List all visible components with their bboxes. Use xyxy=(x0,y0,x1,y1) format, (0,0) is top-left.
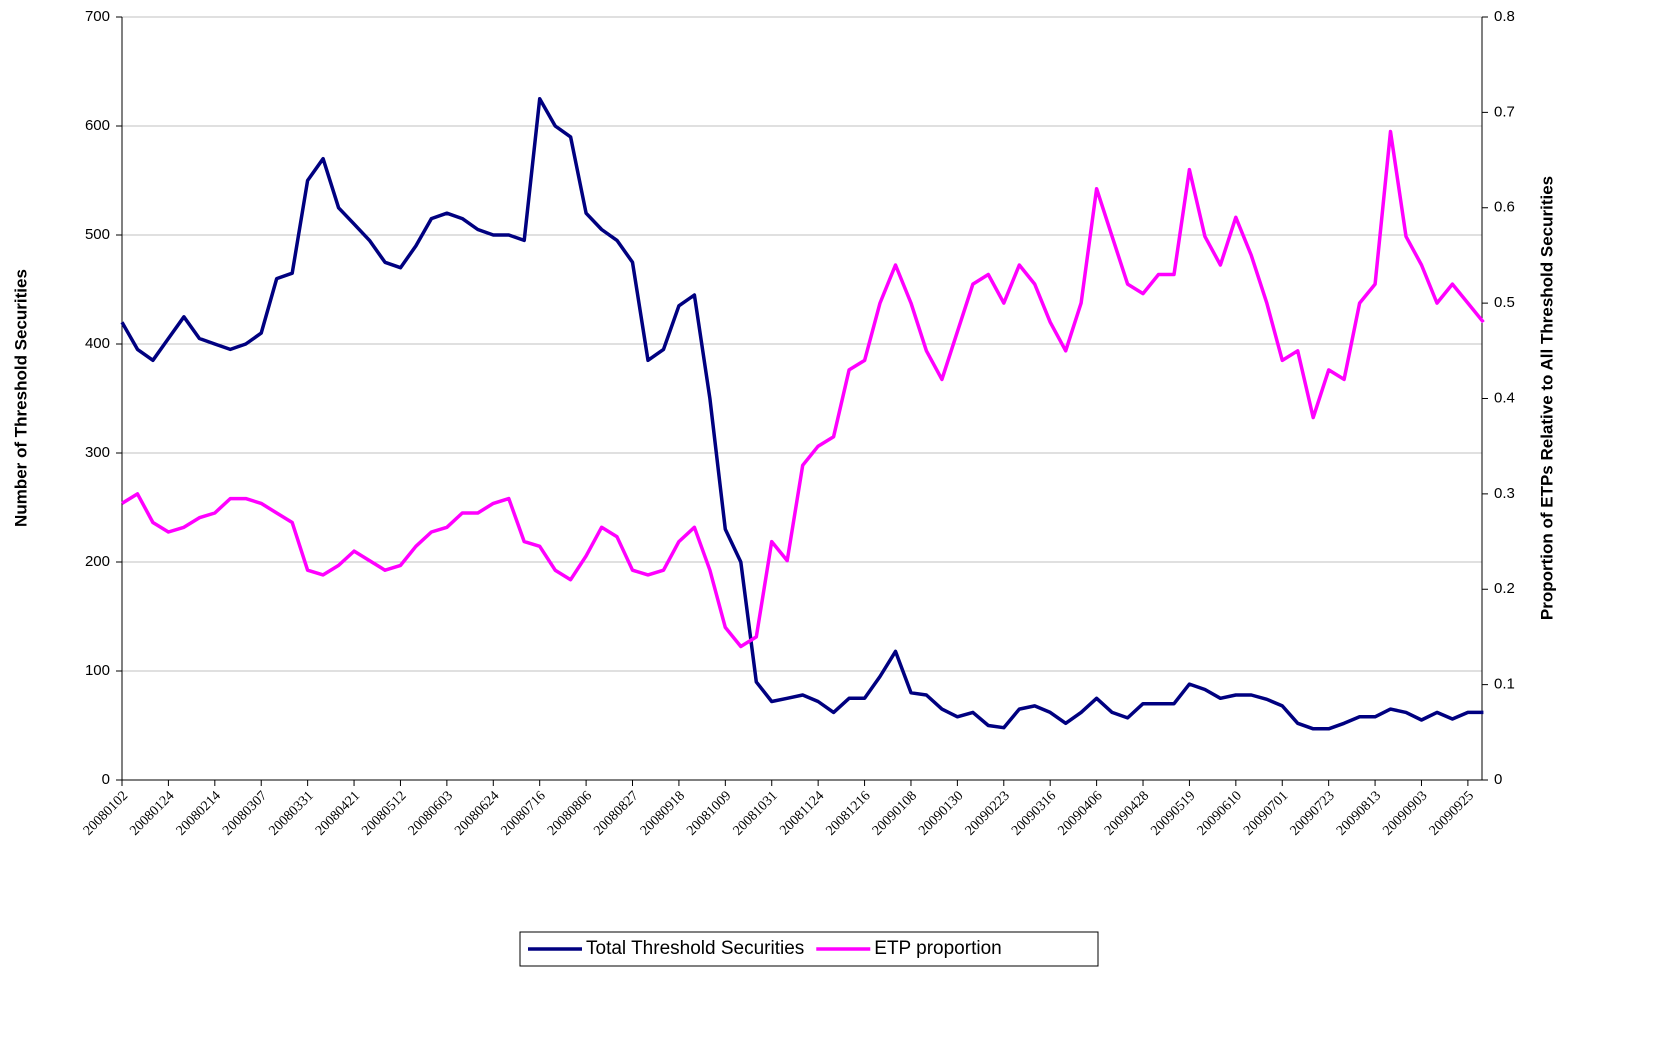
x-tick-label: 20081124 xyxy=(777,788,827,838)
legend-label: ETP proportion xyxy=(874,938,1001,959)
x-tick-label: 20090130 xyxy=(916,788,966,838)
y2-tick-label: 0.3 xyxy=(1494,485,1515,502)
y-tick-label: 0 xyxy=(102,771,110,788)
series-line xyxy=(121,129,1485,649)
x-tick-label: 20081009 xyxy=(684,788,734,838)
y2-tick-label: 0.6 xyxy=(1494,199,1515,216)
x-tick-label: 20090723 xyxy=(1288,788,1338,838)
x-tick-label: 20090610 xyxy=(1195,788,1245,838)
x-tick-label: 20080512 xyxy=(359,788,409,838)
x-tick-label: 20090701 xyxy=(1241,788,1291,838)
y-tick-label: 400 xyxy=(85,335,110,352)
y2-tick-label: 0.7 xyxy=(1494,103,1515,120)
y2-tick-label: 0.2 xyxy=(1494,580,1515,597)
x-tick-label: 20080214 xyxy=(174,788,224,838)
x-tick-label: 20080918 xyxy=(638,788,688,838)
x-tick-label: 20080827 xyxy=(591,788,641,838)
y2-tick-label: 0.5 xyxy=(1494,294,1515,311)
y-tick-label: 200 xyxy=(85,553,110,570)
y2-tick-label: 0 xyxy=(1494,771,1502,788)
x-tick-label: 20080124 xyxy=(127,788,177,838)
x-tick-label: 20090519 xyxy=(1148,788,1198,838)
y2-tick-label: 0.1 xyxy=(1494,676,1515,693)
x-tick-label: 20081031 xyxy=(731,788,781,838)
x-tick-label: 20090903 xyxy=(1380,788,1430,838)
y-tick-label: 500 xyxy=(85,226,110,243)
series-line xyxy=(120,97,1484,731)
x-tick-label: 20081216 xyxy=(823,788,873,838)
x-tick-label: 20090925 xyxy=(1427,788,1477,838)
x-tick-label: 20080307 xyxy=(220,788,270,838)
y2-tick-label: 0.8 xyxy=(1494,8,1515,25)
y-tick-label: 300 xyxy=(85,444,110,461)
x-tick-label: 20090813 xyxy=(1334,788,1384,838)
y-axis-label: Number of Threshold Securities xyxy=(11,269,30,527)
y-tick-label: 600 xyxy=(85,117,110,134)
y-tick-label: 100 xyxy=(85,662,110,679)
y2-tick-label: 0.4 xyxy=(1494,389,1515,406)
x-tick-label: 20080624 xyxy=(452,788,502,838)
x-tick-label: 20080603 xyxy=(406,788,456,838)
x-tick-label: 20090108 xyxy=(870,788,920,838)
x-tick-label: 20090316 xyxy=(1009,788,1059,838)
x-tick-label: 20080102 xyxy=(81,788,131,838)
x-tick-label: 20090223 xyxy=(963,788,1013,838)
y2-axis-label: Proportion of ETPs Relative to All Thres… xyxy=(1537,176,1556,620)
legend-label: Total Threshold Securities xyxy=(586,938,804,959)
x-tick-label: 20080331 xyxy=(267,788,317,838)
x-tick-label: 20090428 xyxy=(1102,788,1152,838)
x-tick-label: 20080806 xyxy=(545,788,595,838)
x-tick-label: 20090406 xyxy=(1056,788,1106,838)
legend-box xyxy=(519,931,1099,967)
y-tick-label: 700 xyxy=(85,8,110,25)
x-tick-label: 20080421 xyxy=(313,788,363,838)
x-tick-label: 20080716 xyxy=(499,788,549,838)
